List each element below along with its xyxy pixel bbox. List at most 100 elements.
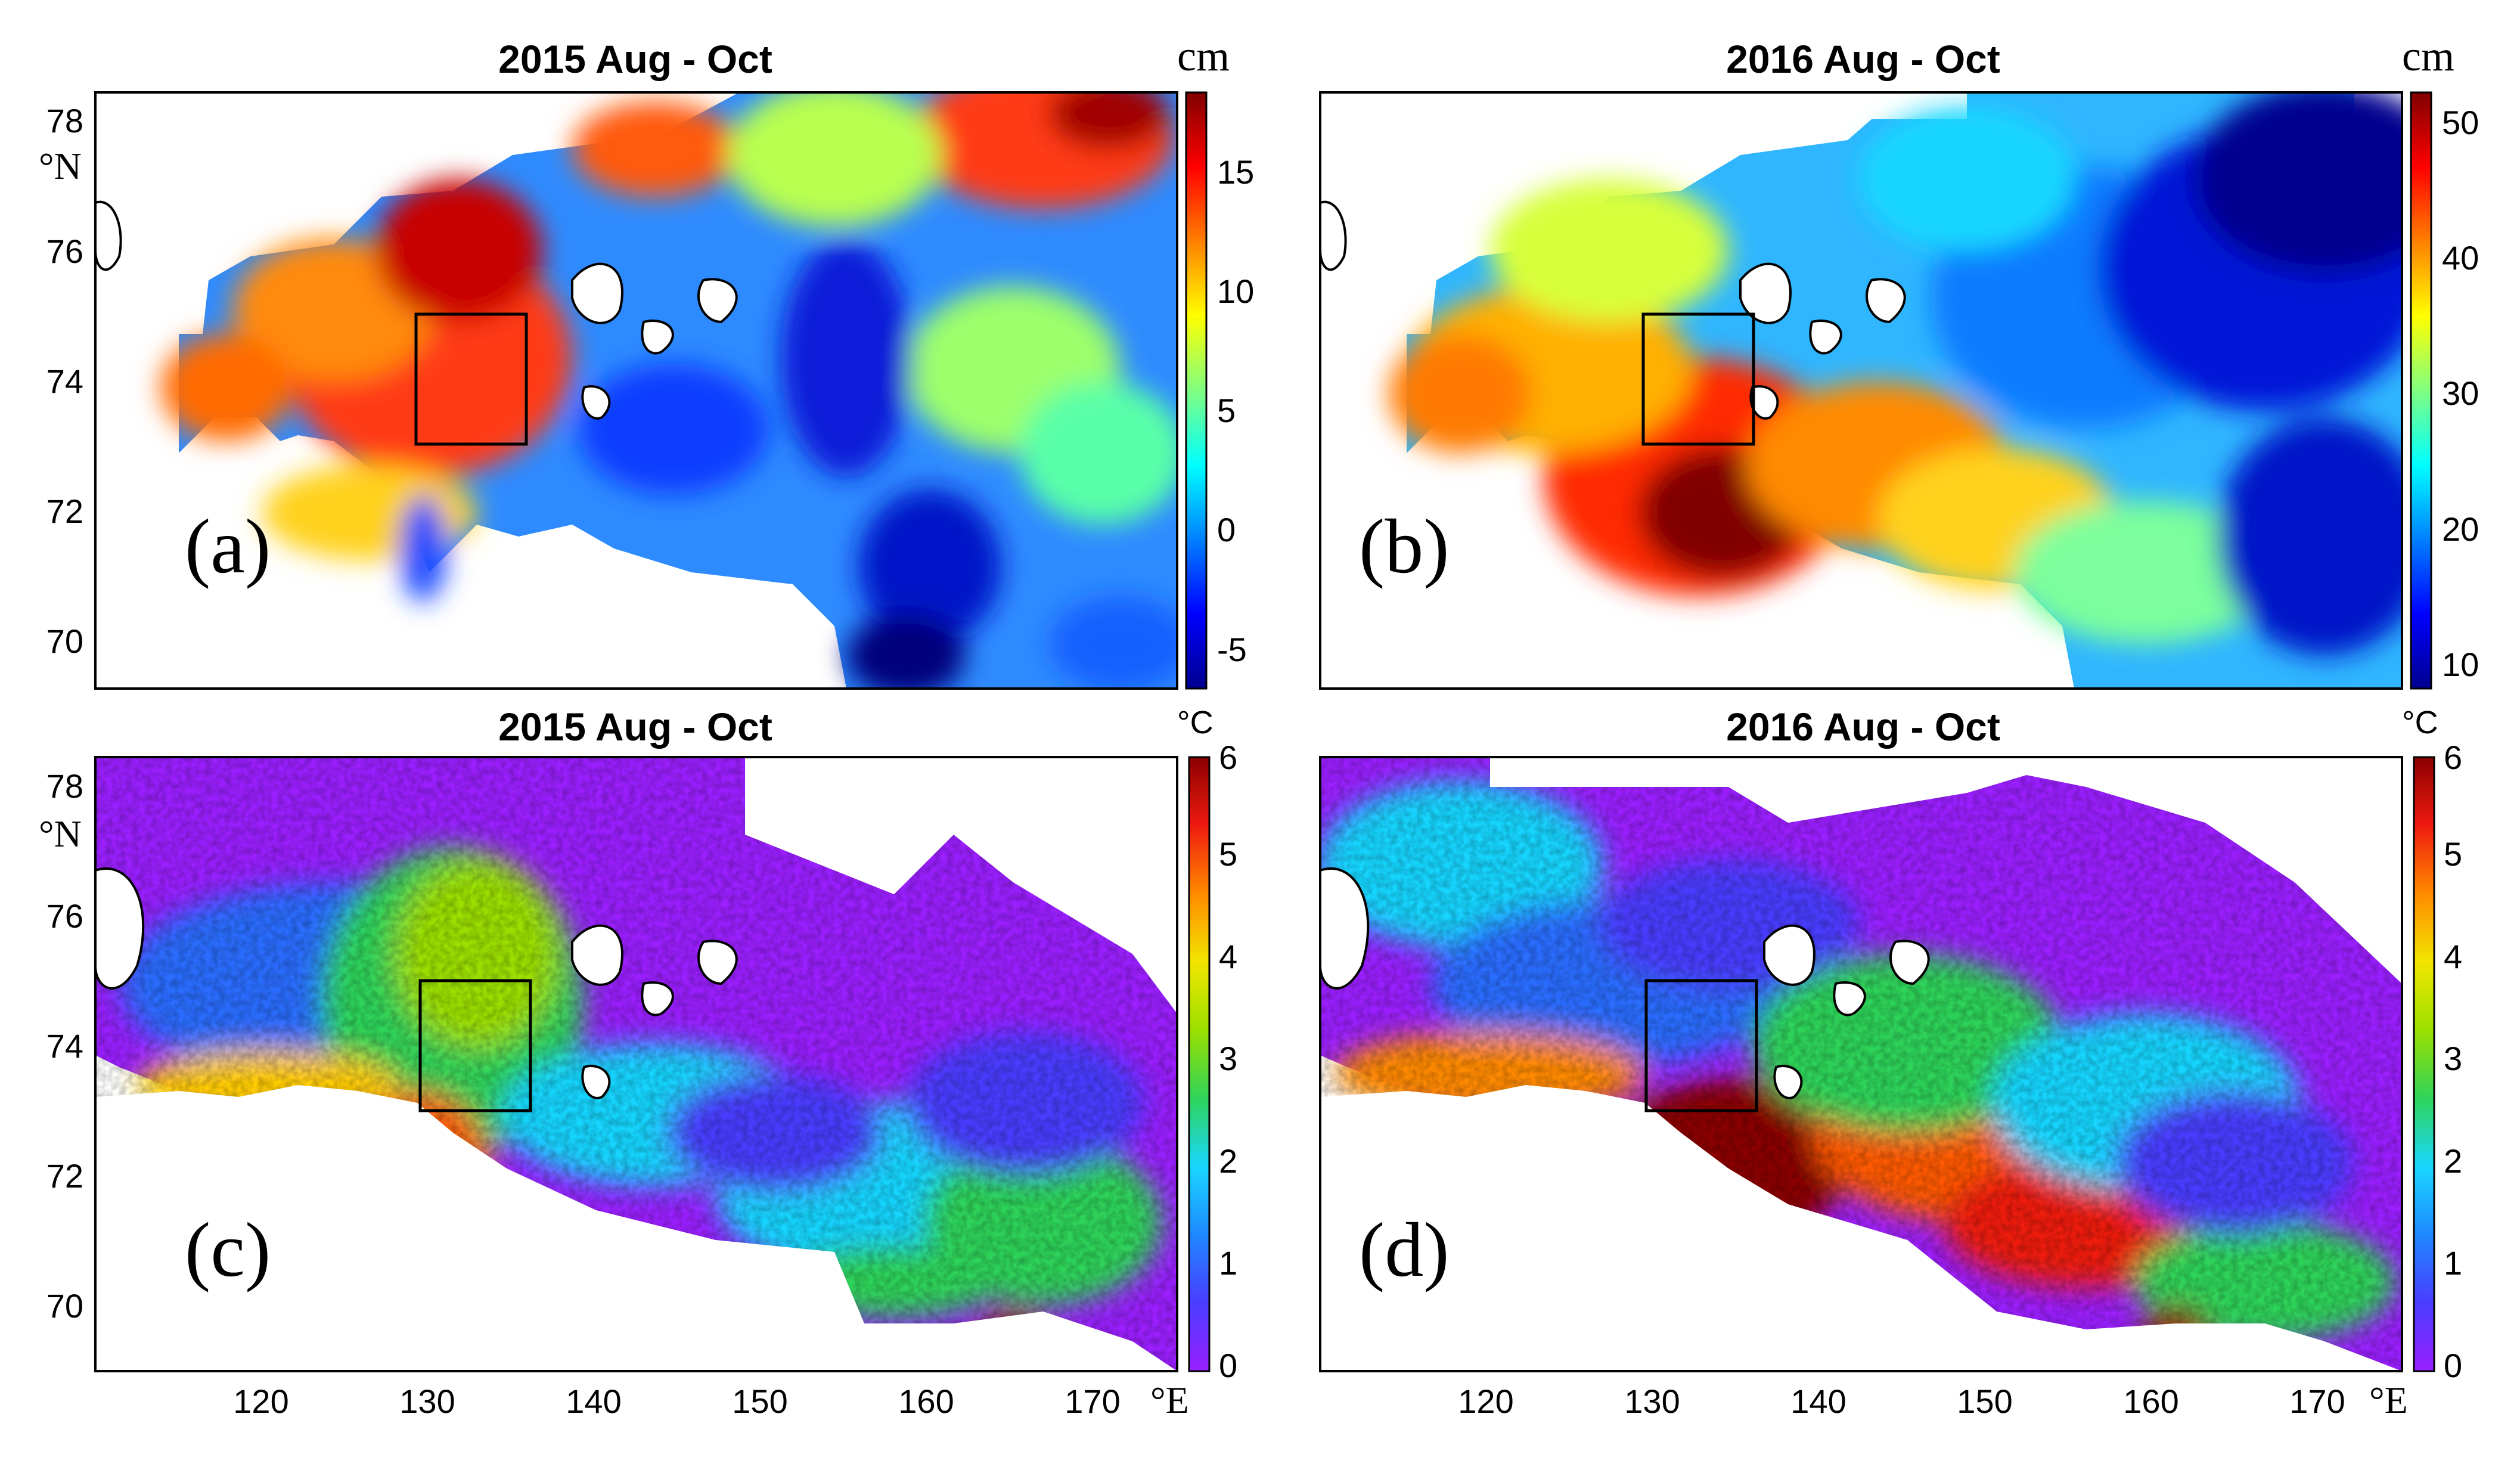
panel-b-unit: cm <box>2402 32 2454 80</box>
panel-a-frame <box>94 91 1178 690</box>
panel-c-taymyr <box>94 867 145 990</box>
panel-d: 2016 Aug - Oct <box>1319 705 2462 1421</box>
panel-a-lat-76: 76 <box>46 232 83 270</box>
panel-d-cb-tick-4: 4 <box>2444 938 2462 975</box>
panel-d-island-2 <box>1833 981 1866 1016</box>
panel-c-cb-tick-5: 5 <box>1219 835 1237 873</box>
panel-c-lat-70: 70 <box>46 1287 83 1325</box>
panel-d-island-1 <box>1763 924 1815 986</box>
panel-a-colorbar: -5 0 5 10 15 cm <box>1177 32 1254 690</box>
panel-b-island-4 <box>1749 385 1779 420</box>
panel-c-lat-ticks: 70 72 74 76 78 °N <box>39 767 83 1325</box>
panel-d-cb-tick-2: 2 <box>2444 1142 2462 1180</box>
panel-c-lat-74: 74 <box>46 1027 83 1065</box>
panel-c-frame <box>94 756 1178 1372</box>
panel-b-cb-tick-0: 10 <box>2442 646 2479 683</box>
panel-b-colorbar: 10 20 30 40 50 cm <box>2402 32 2479 690</box>
panel-d-unit: °C <box>2402 705 2438 740</box>
panel-a-island-2 <box>641 320 674 355</box>
panel-c-label: (c) <box>185 1207 271 1293</box>
panel-d-colorbar: 0 1 2 3 4 5 6 °C <box>2402 705 2462 1384</box>
panel-a-study-box <box>414 312 528 446</box>
panel-c-colorbar-bar <box>1189 757 1209 1371</box>
panel-a-lat-72: 72 <box>46 492 83 530</box>
panel-c-colorbar: 0 1 2 3 4 5 6 °C <box>1177 705 1237 1384</box>
panel-c-cb-tick-1: 1 <box>1219 1244 1237 1282</box>
panel-b-label: (b) <box>1359 504 1450 590</box>
panel-d-land <box>1319 867 1930 1099</box>
panel-c-cb-tick-0: 0 <box>1219 1347 1237 1384</box>
panel-c-cb-tick-4: 4 <box>1219 938 1237 975</box>
panel-d-study-box <box>1644 979 1758 1112</box>
panel-c-unit: °C <box>1177 705 1214 740</box>
panel-c-cb-tick-6: 6 <box>1219 739 1237 776</box>
panel-a-field <box>161 92 1177 689</box>
panel-a-cb-tick-3: 10 <box>1217 272 1254 310</box>
panel-d-island-4 <box>1773 1065 1803 1099</box>
panel-c-lon-150: 150 <box>732 1382 787 1420</box>
panel-d-colorbar-bar <box>2414 757 2434 1371</box>
panel-c-island-4 <box>581 1065 611 1099</box>
panel-d-lon-170: 170 <box>2289 1382 2345 1420</box>
panel-b-field <box>1389 92 2402 689</box>
panel-d-lon-140: 140 <box>1790 1382 1846 1420</box>
panel-d-label: (d) <box>1359 1207 1450 1293</box>
panel-c-study-box <box>418 979 532 1112</box>
panel-c-lon-label: °E <box>1150 1379 1189 1421</box>
panel-c-cb-tick-3: 3 <box>1219 1040 1237 1077</box>
panel-c-land-mask <box>95 1085 1177 1371</box>
panel-d-cb-tick-6: 6 <box>2444 739 2462 776</box>
panel-c-lon-ticks: 120 130 140 150 160 170 °E <box>233 1379 1188 1421</box>
panel-c-ice-mask <box>745 757 1177 1013</box>
panel-c: 2015 Aug - Oct <box>39 705 1237 1421</box>
panel-d-cb-tick-3: 3 <box>2444 1040 2462 1077</box>
panel-c-field <box>95 757 1177 1371</box>
panel-c-island-1 <box>571 924 623 986</box>
panel-d-ice-mask <box>1490 757 2402 984</box>
panel-a-cb-tick-1: 0 <box>1217 511 1236 548</box>
panel-c-lon-120: 120 <box>233 1382 288 1420</box>
panel-d-cb-tick-5: 5 <box>2444 835 2462 873</box>
panel-d-lon-130: 130 <box>1624 1382 1680 1420</box>
panel-c-lon-160: 160 <box>898 1382 954 1420</box>
panel-a-lat-70: 70 <box>46 622 83 660</box>
panel-b-cb-tick-4: 50 <box>2442 104 2479 141</box>
panel-a-island-3 <box>697 278 738 324</box>
panel-a-land <box>94 200 738 420</box>
panel-a-ssh-blobs <box>161 92 1177 689</box>
panel-c-lat-76: 76 <box>46 897 83 935</box>
panel-b-cb-tick-3: 40 <box>2442 239 2479 277</box>
panel-b-frame <box>1319 91 2403 690</box>
panel-c-lat-72: 72 <box>46 1157 83 1195</box>
panel-c-island-2 <box>641 981 674 1016</box>
panel-a-taymyr <box>94 200 122 271</box>
panel-b-land <box>1319 200 1906 420</box>
panel-b: 2016 Aug - Oct <box>1319 32 2479 690</box>
panel-a-cb-tick-0: -5 <box>1217 631 1247 668</box>
panel-d-frame <box>1319 756 2403 1372</box>
panel-d-title: 2016 Aug - Oct <box>1726 705 2000 749</box>
panel-a-cb-tick-4: 15 <box>1217 153 1254 191</box>
panel-a-colorbar-bar <box>1186 92 1206 689</box>
panel-b-island-2 <box>1809 320 1842 355</box>
panel-a-island-1 <box>571 262 623 324</box>
panel-d-land-mask <box>1320 1085 2402 1371</box>
panel-c-island-3 <box>697 940 738 985</box>
panel-a-island-4 <box>581 385 611 420</box>
panel-a-title: 2015 Aug - Oct <box>498 37 772 81</box>
panel-d-cb-tick-1: 1 <box>2444 1244 2462 1282</box>
panel-a-label: (a) <box>185 504 271 590</box>
panel-d-lon-150: 150 <box>1957 1382 2012 1420</box>
panel-a-lat-label: °N <box>39 145 82 187</box>
panel-b-island-3 <box>1865 278 1906 324</box>
panel-b-taymyr <box>1319 200 1347 271</box>
panel-c-lat-78: 78 <box>46 767 83 805</box>
panel-b-colorbar-bar <box>2411 92 2431 689</box>
panel-d-lon-label: °E <box>2369 1379 2408 1421</box>
panel-d-taymyr <box>1319 867 1370 990</box>
panel-a-cb-tick-2: 5 <box>1217 392 1236 429</box>
panel-d-cb-tick-0: 0 <box>2444 1347 2462 1384</box>
panel-d-island-3 <box>1889 940 1930 985</box>
panel-d-lon-160: 160 <box>2123 1382 2178 1420</box>
